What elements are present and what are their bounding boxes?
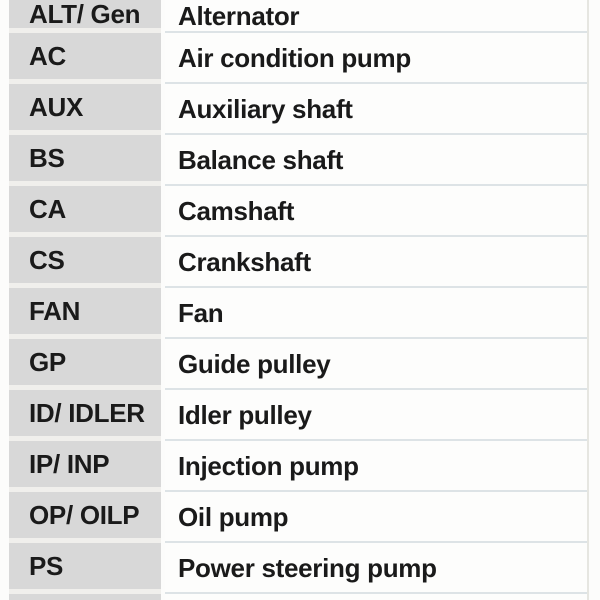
abbreviation-cell: GP: [9, 339, 161, 390]
abbreviation-cell: ID/ IDLER: [9, 390, 161, 441]
abbreviation-cell: BS: [9, 135, 161, 186]
abbreviation-cell: AUX: [9, 84, 161, 135]
table-row: GP Guide pulley: [9, 339, 589, 390]
table-row: ALT/ Gen Alternator: [9, 0, 589, 33]
description-cell: Oil pump: [165, 492, 589, 543]
description-cell: Alternator: [165, 0, 589, 33]
abbreviation-cell: ALT/ Gen: [9, 0, 161, 33]
description-cell: Crankshaft: [165, 237, 589, 288]
abbreviation-cell: CA: [9, 186, 161, 237]
description-cell: Camshaft: [165, 186, 589, 237]
table-row: OP/ OILP Oil pump: [9, 492, 589, 543]
description-cell: Air condition pump: [165, 33, 589, 84]
table-row: AC Air condition pump: [9, 33, 589, 84]
description-cell: Injection pump: [165, 441, 589, 492]
table-row-partial: [9, 594, 589, 600]
description-cell: Fan: [165, 288, 589, 339]
table-row: BS Balance shaft: [9, 135, 589, 186]
abbreviation-cell: [9, 594, 161, 600]
description-cell: Power steering pump: [165, 543, 589, 594]
table-row: ID/ IDLER Idler pulley: [9, 390, 589, 441]
table-row: FAN Fan: [9, 288, 589, 339]
abbreviation-cell: IP/ INP: [9, 441, 161, 492]
table-row: PS Power steering pump: [9, 543, 589, 594]
table-right-border: [587, 0, 589, 600]
abbreviation-cell: FAN: [9, 288, 161, 339]
description-cell: [165, 594, 589, 600]
description-cell: Guide pulley: [165, 339, 589, 390]
table-row: CS Crankshaft: [9, 237, 589, 288]
abbreviation-cell: PS: [9, 543, 161, 594]
abbreviation-cell: CS: [9, 237, 161, 288]
table-row: CA Camshaft: [9, 186, 589, 237]
description-cell: Balance shaft: [165, 135, 589, 186]
table-row: IP/ INP Injection pump: [9, 441, 589, 492]
abbreviation-table: ALT/ Gen Alternator AC Air condition pump AU…: [9, 0, 589, 600]
description-cell: Idler pulley: [165, 390, 589, 441]
abbreviation-cell: AC: [9, 33, 161, 84]
table-row: AUX Auxiliary shaft: [9, 84, 589, 135]
abbreviation-cell: OP/ OILP: [9, 492, 161, 543]
description-cell: Auxiliary shaft: [165, 84, 589, 135]
